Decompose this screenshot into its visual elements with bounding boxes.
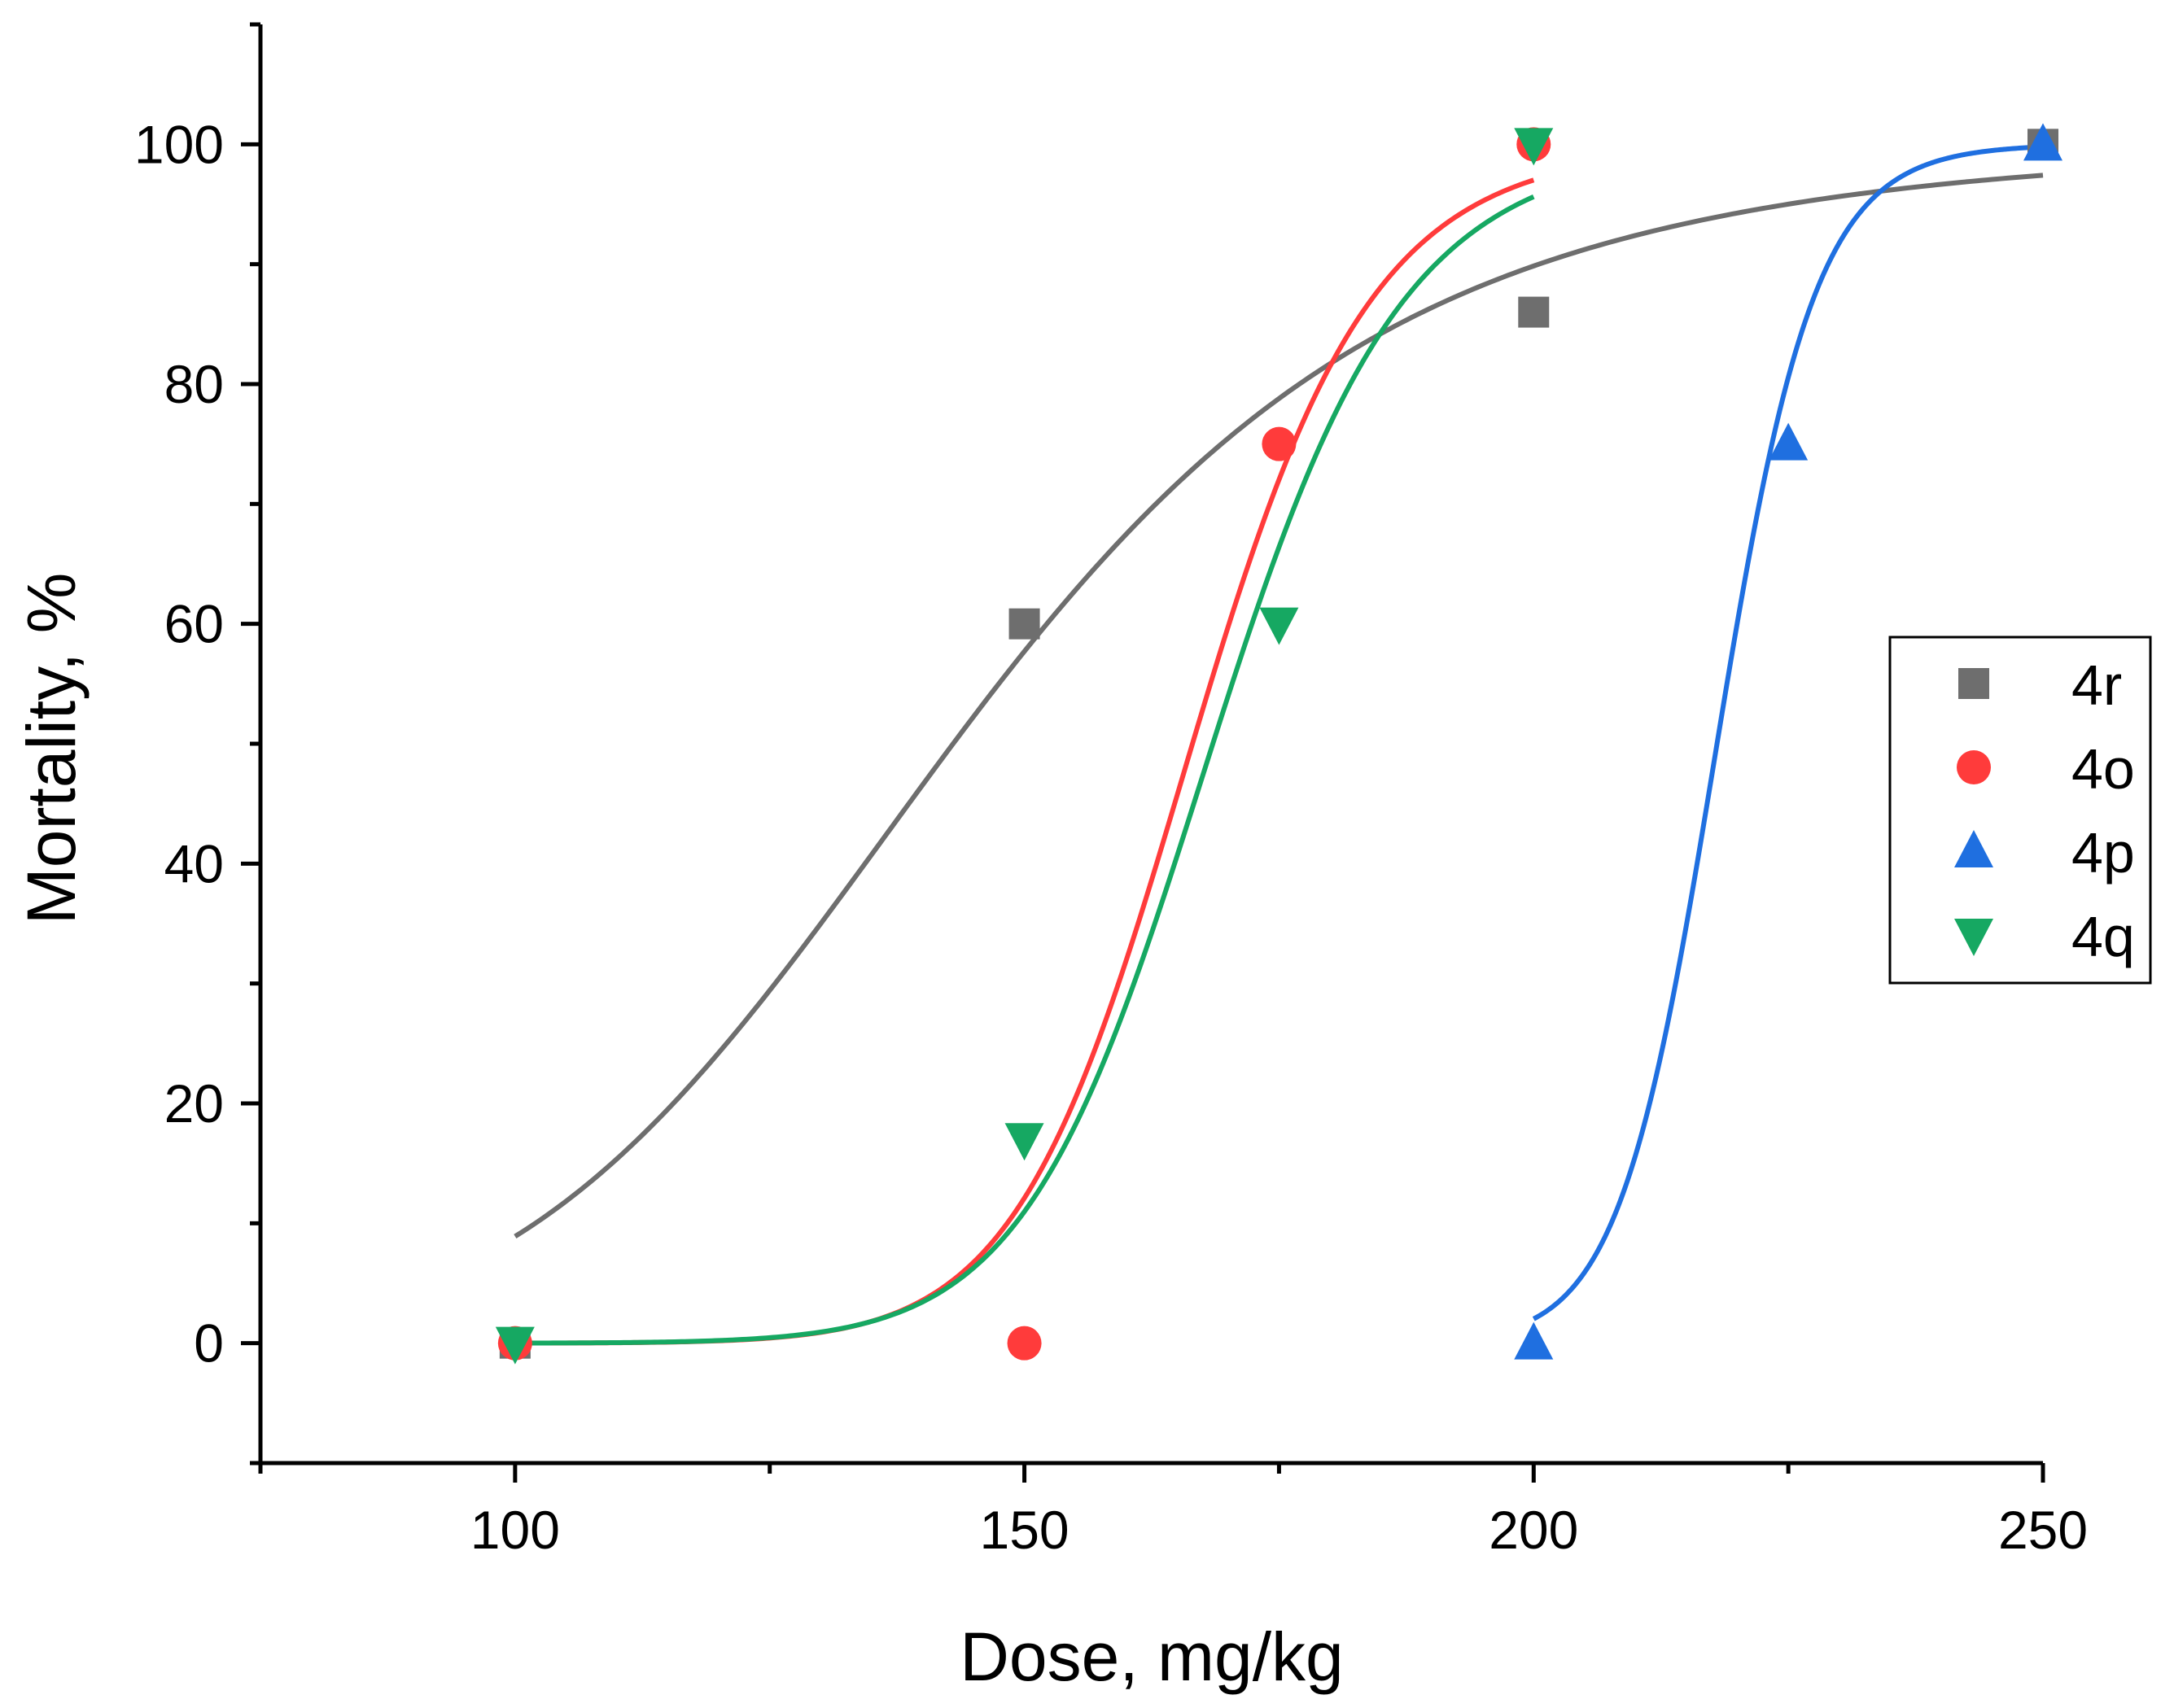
fit-curves bbox=[514, 144, 2044, 1346]
y-tick-label: 60 bbox=[164, 594, 224, 654]
legend-label-4p: 4p bbox=[2071, 821, 2135, 885]
data-point-4r bbox=[1518, 296, 1550, 328]
fit-curve-4p bbox=[1532, 144, 2044, 1321]
data-point-4o bbox=[1262, 426, 1297, 461]
data-point-4q bbox=[495, 1326, 535, 1365]
legend-label-4o: 4o bbox=[2071, 737, 2135, 801]
fit-curve-4o bbox=[514, 177, 1535, 1346]
fit-curve-4r bbox=[514, 173, 2044, 1238]
legend-marker-4r bbox=[1958, 668, 1989, 699]
y-tick-label: 100 bbox=[134, 114, 224, 174]
x-tick-label: 100 bbox=[470, 1500, 560, 1560]
data-point-4p bbox=[1514, 1321, 1554, 1360]
x-tick-label: 250 bbox=[1998, 1500, 2088, 1560]
data-point-4q bbox=[1004, 1123, 1044, 1161]
x-axis-label: Dose, mg/kg bbox=[960, 1618, 1344, 1695]
data-point-4o bbox=[1007, 1326, 1042, 1361]
fit-curve-4q bbox=[514, 194, 1535, 1346]
x-tick-label: 200 bbox=[1489, 1500, 1578, 1560]
data-point-4p bbox=[2023, 123, 2062, 161]
axis-labels: Dose, mg/kg Mortality, % bbox=[13, 573, 1344, 1695]
legend: 4r 4o 4p 4q bbox=[1888, 636, 2152, 985]
data-point-4q bbox=[1259, 607, 1299, 645]
y-tick-label: 80 bbox=[164, 354, 224, 414]
legend-label-4q: 4q bbox=[2071, 905, 2135, 968]
y-axis-label: Mortality, % bbox=[13, 573, 90, 925]
legend-marker-4p bbox=[1954, 830, 1993, 867]
legend-box bbox=[1888, 636, 2152, 985]
y-tick-label: 40 bbox=[164, 833, 224, 893]
y-tick-label: 20 bbox=[164, 1073, 224, 1134]
axes: 0 20 40 60 80 100 100 150 200 250 bbox=[134, 22, 2088, 1560]
legend-marker-4q bbox=[1954, 919, 1993, 956]
data-point-4p bbox=[1769, 422, 1809, 461]
y-tick-label: 0 bbox=[194, 1313, 224, 1374]
data-points bbox=[495, 123, 2062, 1365]
x-tick-label: 150 bbox=[980, 1500, 1070, 1560]
legend-marker-4o bbox=[1957, 750, 1991, 784]
data-point-4r bbox=[1008, 608, 1040, 640]
legend-label-4r: 4r bbox=[2071, 653, 2122, 717]
data-point-4q bbox=[1514, 128, 1554, 166]
